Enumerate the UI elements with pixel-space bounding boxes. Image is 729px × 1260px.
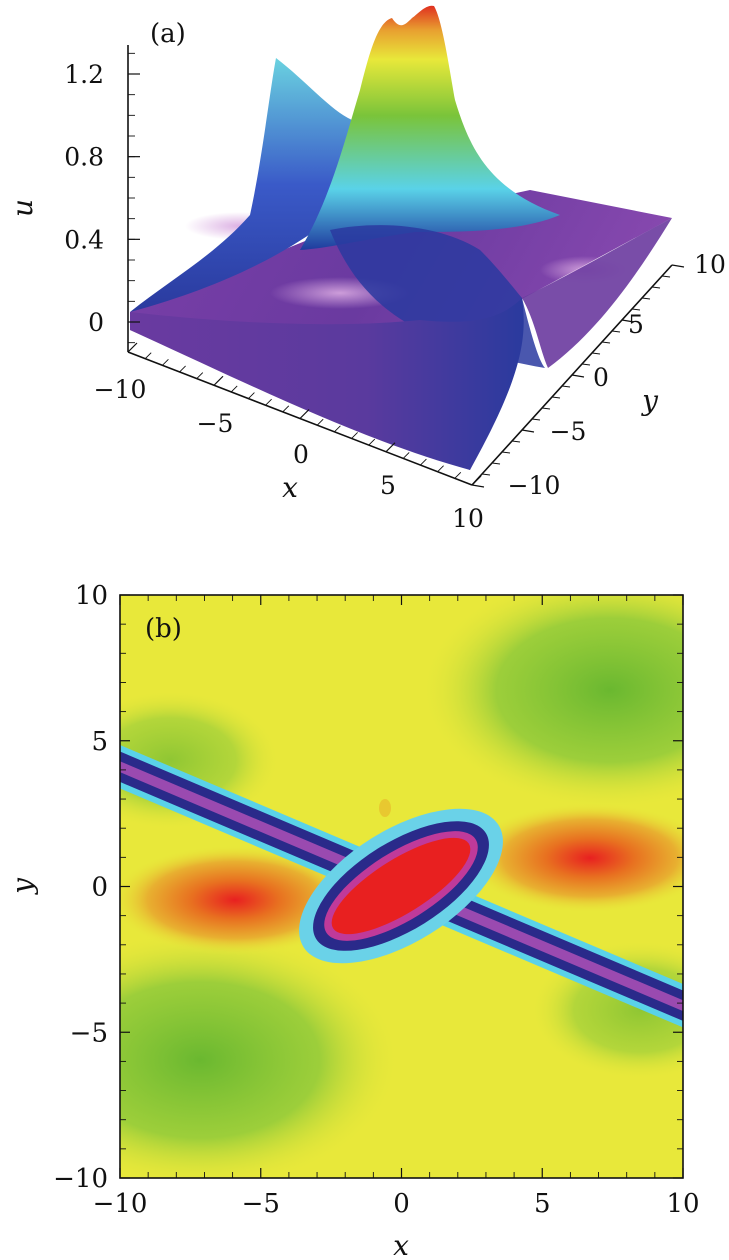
x-minor-tick — [454, 472, 462, 479]
y-minor-tick — [541, 407, 551, 410]
heatmap-area — [120, 595, 683, 1178]
x-minor-tick — [334, 425, 341, 433]
y-minor-tick — [591, 352, 601, 355]
x-minor-tick — [368, 438, 376, 446]
y-major-tick — [621, 319, 635, 323]
y-tick-label-b: −10 — [53, 1164, 108, 1194]
z-axis-label: u — [6, 199, 39, 217]
x-tick-label-b: 10 — [666, 1189, 699, 1219]
x-minor-tick — [420, 458, 427, 466]
x-minor-tick — [351, 432, 358, 439]
z-tick-label: 0.4 — [64, 225, 104, 254]
y-minor-tick — [501, 451, 511, 454]
x-tick-label: 10 — [452, 504, 484, 533]
x-minor-tick — [144, 352, 152, 359]
z-tick-label: 0 — [88, 308, 104, 337]
x-major-tick — [385, 442, 396, 453]
y-minor-tick — [531, 418, 541, 421]
x-tick-label-b: −10 — [93, 1189, 148, 1219]
y-minor-tick — [641, 297, 651, 300]
x-axis-ticks: −10 −5 0 5 10 — [94, 342, 484, 533]
x-minor-tick — [265, 398, 272, 406]
x-minor-tick — [402, 452, 410, 459]
z-tick-label: 0.8 — [64, 143, 104, 172]
x-minor-tick — [316, 418, 324, 426]
y-minor-tick — [481, 473, 491, 476]
y-axis-ticks-b: −10 −5 0 5 10 — [53, 581, 683, 1194]
y-tick-label: −5 — [550, 417, 587, 446]
y-minor-tick — [491, 462, 501, 465]
y-tick-label: 5 — [628, 310, 644, 339]
surface-peak — [300, 5, 560, 250]
x-minor-tick — [248, 392, 255, 399]
surface-ridge-left — [130, 58, 352, 312]
y-major-tick — [571, 374, 585, 378]
x-major-tick — [213, 375, 224, 386]
x-tick-label: −5 — [197, 409, 234, 438]
x-tick-label: 0 — [293, 440, 309, 469]
y-minor-tick — [511, 440, 521, 443]
y-major-tick — [521, 429, 535, 433]
y-tick-label: −10 — [508, 471, 561, 500]
x-major-tick — [127, 342, 138, 353]
x-minor-tick — [179, 365, 186, 373]
panel-label-a: (a) — [150, 19, 186, 49]
surface-front — [130, 298, 524, 470]
y-minor-tick — [611, 330, 621, 333]
x-tick-label-b: 0 — [393, 1189, 410, 1219]
x-minor-tick — [437, 465, 444, 473]
panel-b: −10 −5 0 5 10 −10 −5 0 5 10 (b) x y — [6, 581, 700, 1260]
x-tick-label-b: −5 — [242, 1189, 280, 1219]
heatmap-green-region — [120, 930, 400, 1178]
x-minor-tick — [196, 372, 204, 379]
z-tick-label: 1.2 — [64, 60, 104, 89]
x-axis-label-a: x — [282, 471, 298, 504]
y-tick-label-b: 5 — [91, 727, 108, 757]
x-major-tick — [299, 409, 310, 419]
x-tick-label-b: 5 — [534, 1189, 551, 1219]
y-tick-label-b: −5 — [70, 1018, 108, 1048]
x-axis-label-b: x — [393, 1229, 409, 1260]
y-major-tick — [671, 264, 685, 268]
heatmap-lobe-right — [465, 803, 683, 913]
heatmap-peak — [299, 808, 503, 964]
y-minor-tick — [631, 308, 641, 311]
y-minor-tick — [651, 286, 661, 289]
x-minor-tick — [230, 385, 238, 393]
heatmap-green-region — [420, 595, 683, 810]
y-minor-tick — [601, 341, 611, 344]
y-minor-tick — [661, 275, 671, 278]
y-tick-label-b: 10 — [75, 581, 108, 611]
y-tick-label-b: 0 — [91, 873, 108, 903]
y-minor-tick — [551, 396, 561, 399]
y-axis-label-a: y — [640, 384, 659, 417]
x-minor-tick — [282, 405, 290, 413]
z-axis-ticks: 0 0.4 0.8 1.2 — [64, 52, 140, 344]
y-minor-tick — [561, 385, 571, 388]
y-tick-label: 0 — [593, 363, 609, 392]
y-tick-label: 10 — [694, 250, 726, 279]
surface-right-edge — [522, 218, 672, 368]
x-minor-tick — [162, 358, 169, 366]
x-tick-label: 5 — [380, 471, 396, 500]
x-major-tick — [471, 475, 482, 486]
y-major-tick — [471, 484, 485, 488]
heatmap-artifact — [379, 799, 391, 817]
y-axis-label-b: y — [6, 877, 39, 896]
x-axis-ticks-b: −10 −5 0 5 10 — [93, 595, 700, 1219]
y-axis-ticks: −10 −505 10 — [471, 250, 726, 500]
panel-label-b: (b) — [145, 614, 182, 644]
x-tick-label: −10 — [94, 375, 147, 404]
y-minor-tick — [581, 363, 591, 366]
